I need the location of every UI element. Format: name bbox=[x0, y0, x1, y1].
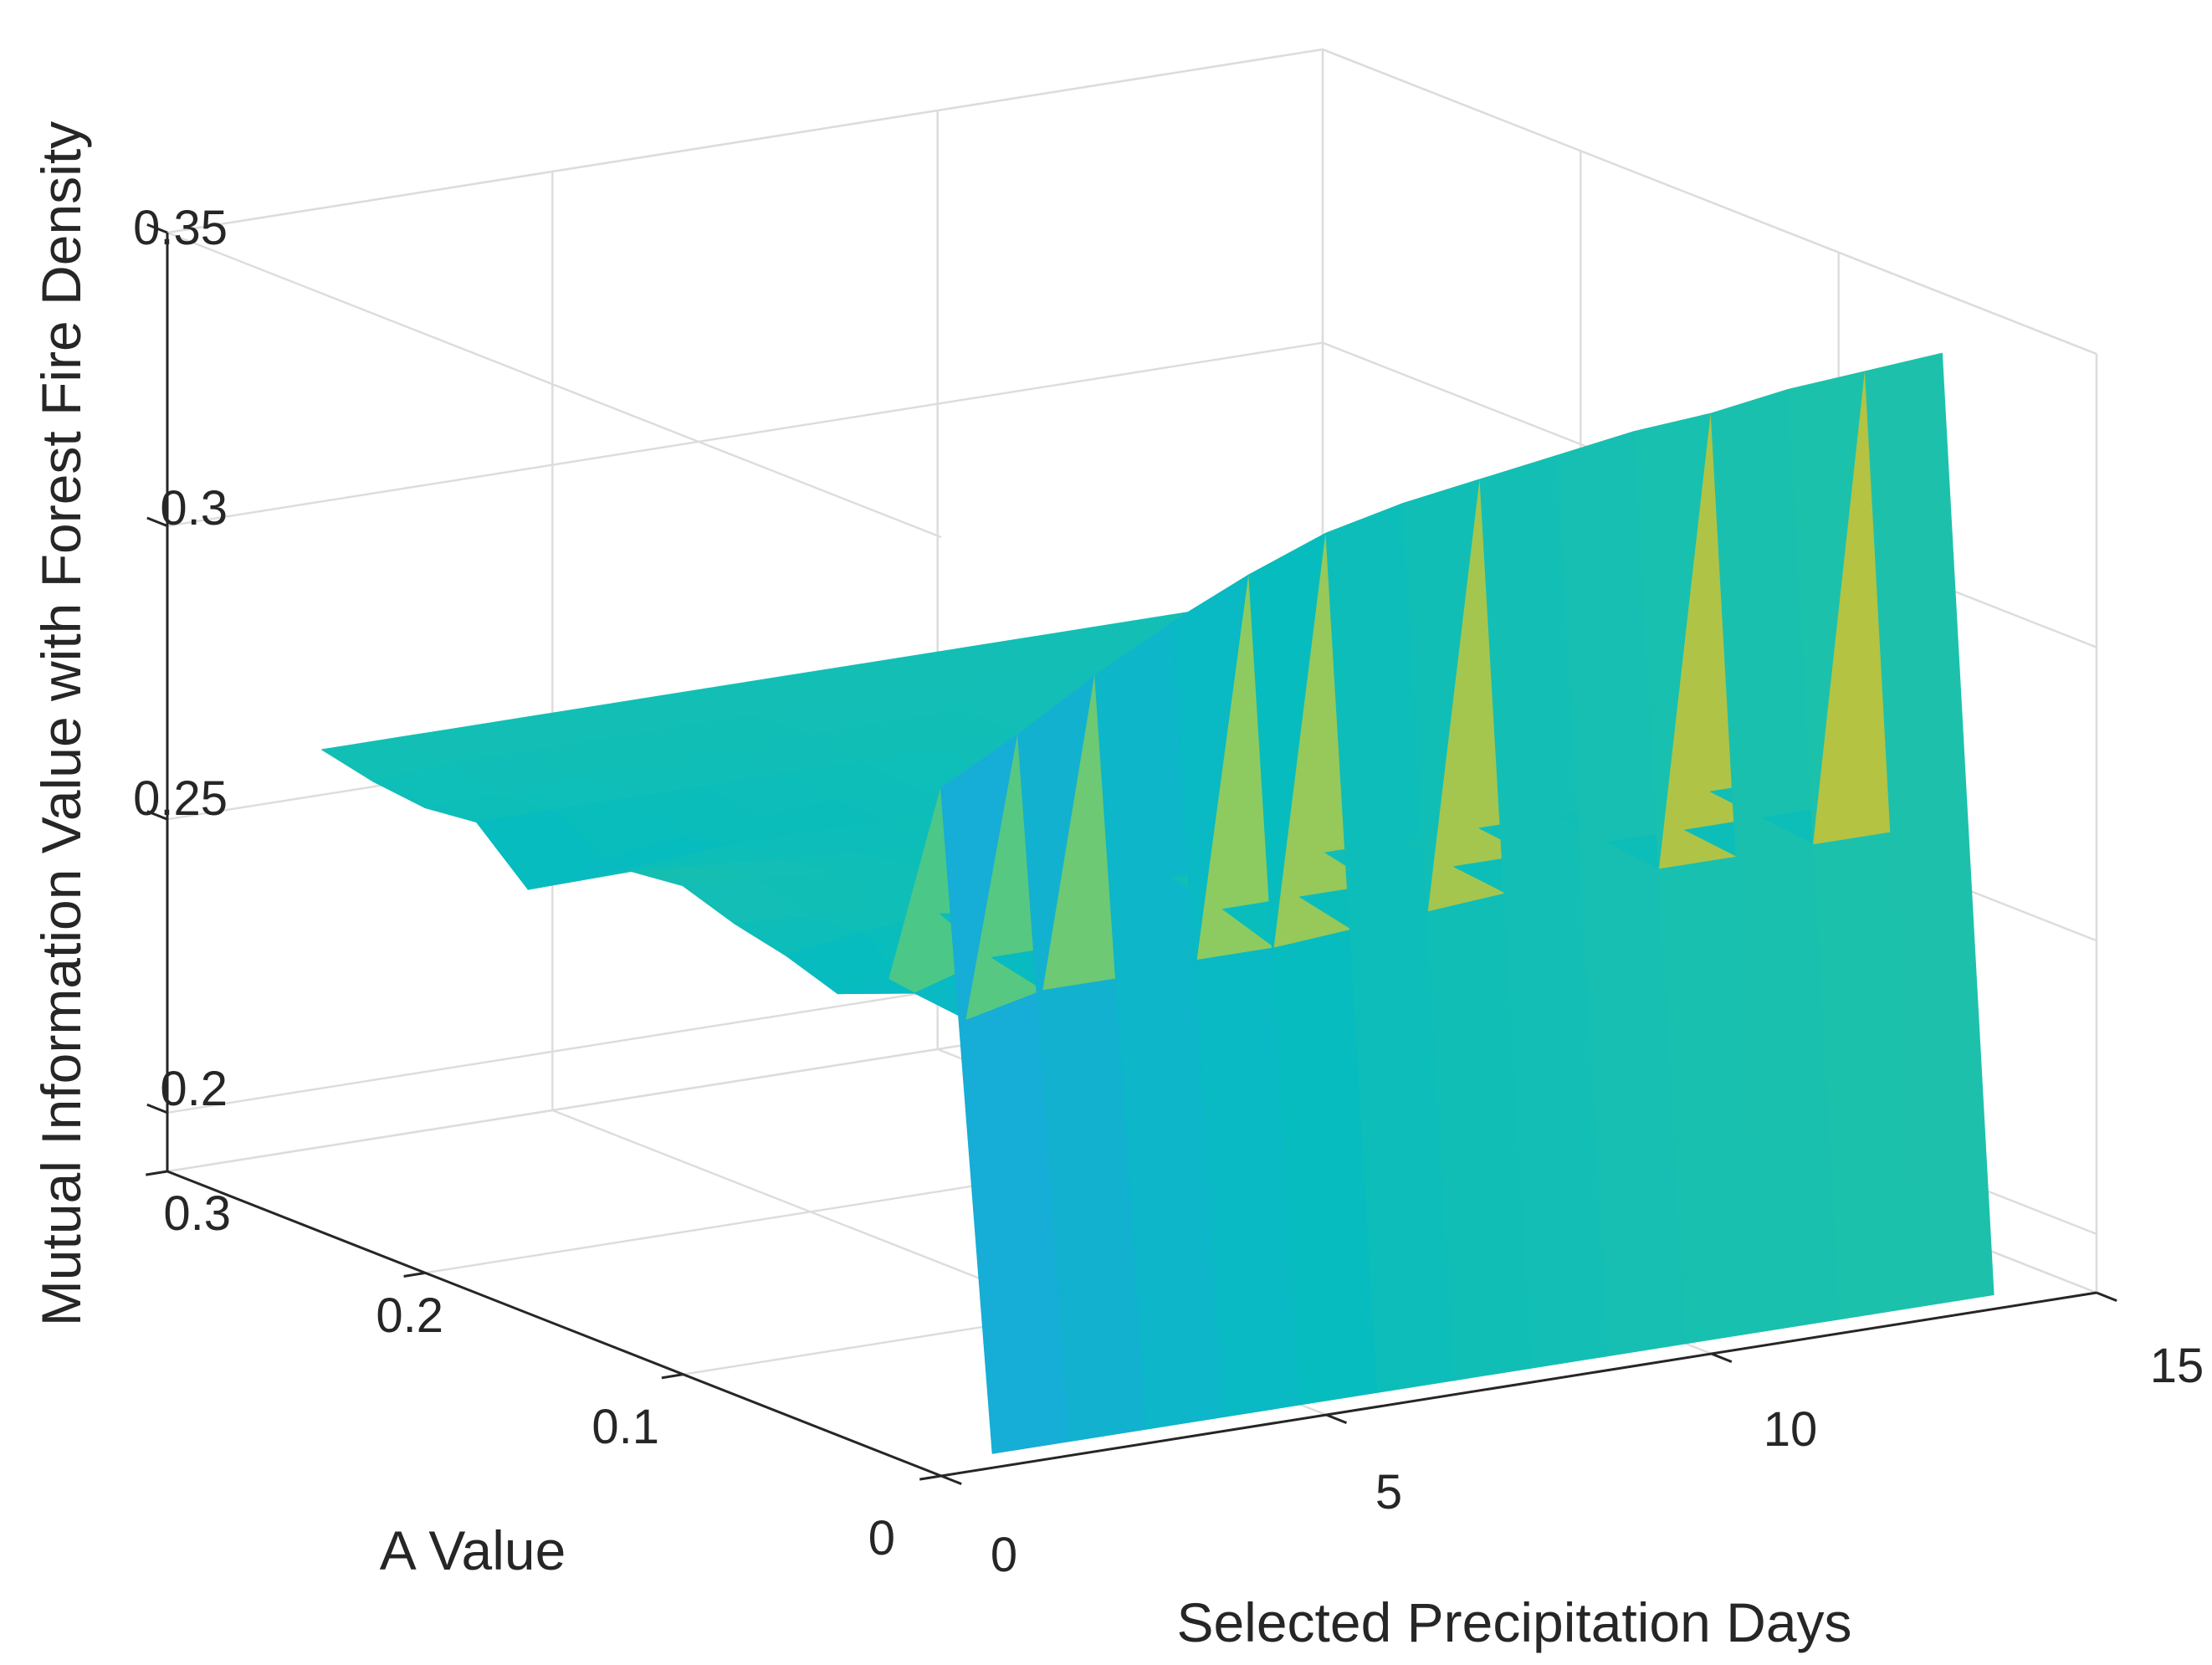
y-axis-line bbox=[166, 1170, 942, 1478]
y-tick-mark bbox=[146, 1170, 168, 1176]
z-axis-label: Mutual Information Value with Forest Fir… bbox=[30, 121, 92, 1326]
y-tick-mark bbox=[919, 1474, 942, 1481]
y-tick-label: 0.2 bbox=[376, 1288, 443, 1343]
z-tick-label: 0.2 bbox=[160, 1062, 228, 1116]
z-tick-mark bbox=[146, 516, 168, 528]
x-tick-label: 10 bbox=[1764, 1402, 1818, 1457]
grid-line bbox=[166, 231, 942, 539]
surface-mesh bbox=[321, 352, 1994, 1454]
x-tick-mark bbox=[1325, 1413, 1348, 1425]
axes bbox=[146, 223, 2117, 1486]
y-tick-label: 0.3 bbox=[163, 1186, 231, 1241]
x-axis-line bbox=[940, 1291, 2097, 1478]
x-tick-label: 5 bbox=[1375, 1465, 1402, 1519]
z-tick-label: 0.35 bbox=[133, 201, 228, 255]
y-tick-mark bbox=[661, 1373, 684, 1380]
x-tick-mark bbox=[2096, 1291, 2117, 1303]
x-tick-mark bbox=[940, 1474, 962, 1486]
grid-line bbox=[1322, 48, 2097, 356]
z-tick-mark bbox=[146, 223, 168, 234]
y-tick-label: 0.1 bbox=[591, 1400, 659, 1454]
y-axis-label: A Value bbox=[380, 1519, 566, 1581]
z-tick-label: 0.3 bbox=[160, 481, 228, 535]
y-tick-mark bbox=[403, 1271, 426, 1278]
x-tick-mark bbox=[1711, 1352, 1733, 1364]
grid-line bbox=[166, 48, 1324, 234]
x-tick-label: 15 bbox=[2150, 1339, 2204, 1393]
surface-patch bbox=[1864, 352, 1994, 1308]
y-tick-label: 0 bbox=[868, 1511, 895, 1565]
z-tick-label: 0.25 bbox=[133, 771, 228, 826]
grid-line bbox=[166, 341, 1324, 527]
x-tick-label: 0 bbox=[991, 1528, 1017, 1582]
x-axis-label: Selected Precipitation Days bbox=[1176, 1591, 1851, 1653]
z-tick-mark bbox=[146, 1103, 168, 1114]
z-tick-mark bbox=[146, 810, 168, 821]
